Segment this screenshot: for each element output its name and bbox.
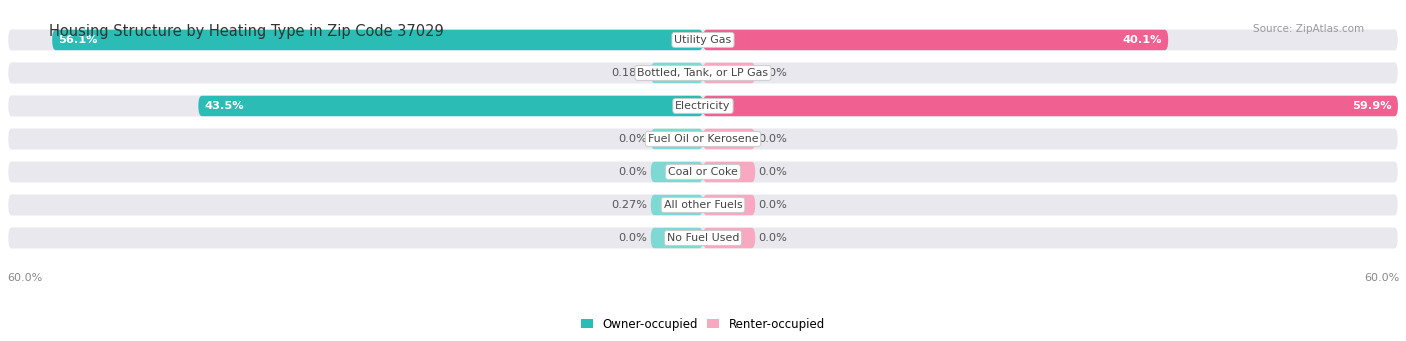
Text: 0.0%: 0.0% (759, 233, 787, 243)
FancyBboxPatch shape (703, 96, 1398, 116)
Legend: Owner-occupied, Renter-occupied: Owner-occupied, Renter-occupied (576, 313, 830, 335)
FancyBboxPatch shape (703, 30, 1168, 50)
Text: Fuel Oil or Kerosene: Fuel Oil or Kerosene (648, 134, 758, 144)
FancyBboxPatch shape (7, 193, 1399, 217)
FancyBboxPatch shape (7, 94, 1399, 118)
FancyBboxPatch shape (7, 226, 1399, 250)
FancyBboxPatch shape (7, 127, 1399, 151)
Text: Utility Gas: Utility Gas (675, 35, 731, 45)
FancyBboxPatch shape (7, 160, 1399, 184)
FancyBboxPatch shape (703, 162, 755, 182)
FancyBboxPatch shape (651, 162, 703, 182)
Text: 0.0%: 0.0% (619, 134, 647, 144)
FancyBboxPatch shape (703, 63, 755, 83)
FancyBboxPatch shape (7, 61, 1399, 85)
Text: 60.0%: 60.0% (1364, 273, 1399, 283)
Text: 43.5%: 43.5% (204, 101, 243, 111)
FancyBboxPatch shape (703, 129, 755, 149)
Text: 0.0%: 0.0% (759, 68, 787, 78)
Text: 0.0%: 0.0% (759, 134, 787, 144)
FancyBboxPatch shape (651, 129, 703, 149)
Text: 0.27%: 0.27% (612, 200, 647, 210)
Text: Housing Structure by Heating Type in Zip Code 37029: Housing Structure by Heating Type in Zip… (49, 24, 444, 39)
FancyBboxPatch shape (7, 28, 1399, 52)
FancyBboxPatch shape (651, 195, 703, 215)
FancyBboxPatch shape (703, 195, 755, 215)
FancyBboxPatch shape (703, 228, 755, 248)
FancyBboxPatch shape (198, 96, 703, 116)
Text: Bottled, Tank, or LP Gas: Bottled, Tank, or LP Gas (637, 68, 769, 78)
Text: Electricity: Electricity (675, 101, 731, 111)
Text: Source: ZipAtlas.com: Source: ZipAtlas.com (1253, 24, 1364, 34)
Text: 59.9%: 59.9% (1353, 101, 1392, 111)
Text: Coal or Coke: Coal or Coke (668, 167, 738, 177)
Text: All other Fuels: All other Fuels (664, 200, 742, 210)
Text: 60.0%: 60.0% (7, 273, 42, 283)
Text: 0.0%: 0.0% (759, 167, 787, 177)
Text: No Fuel Used: No Fuel Used (666, 233, 740, 243)
Text: 0.0%: 0.0% (619, 167, 647, 177)
FancyBboxPatch shape (651, 63, 703, 83)
Text: 40.1%: 40.1% (1123, 35, 1163, 45)
FancyBboxPatch shape (52, 30, 703, 50)
Text: 0.0%: 0.0% (759, 200, 787, 210)
Text: 56.1%: 56.1% (58, 35, 97, 45)
Text: 0.18%: 0.18% (612, 68, 647, 78)
FancyBboxPatch shape (651, 228, 703, 248)
Text: 0.0%: 0.0% (619, 233, 647, 243)
